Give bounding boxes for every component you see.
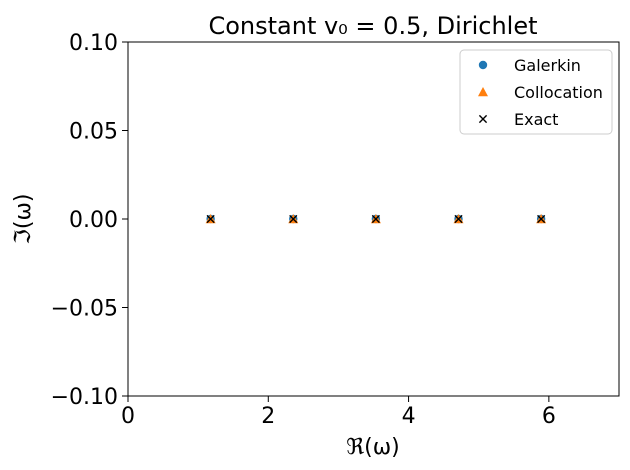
y-tick-label: −0.10 bbox=[51, 385, 118, 410]
y-axis: 0.10 0.05 0.00 −0.05 −0.10 bbox=[51, 31, 128, 410]
legend-label-exact: Exact bbox=[514, 110, 558, 129]
x-tick-label: 6 bbox=[542, 404, 556, 429]
x-tick-label: 4 bbox=[402, 404, 416, 429]
x-tick-label: 0 bbox=[121, 404, 135, 429]
y-tick-label: 0.10 bbox=[69, 31, 118, 56]
chart-title: Constant v₀ = 0.5, Dirichlet bbox=[208, 12, 537, 40]
legend: Galerkin Collocation Exact bbox=[460, 50, 612, 134]
y-tick-label: −0.05 bbox=[51, 297, 118, 322]
y-tick-label: 0.00 bbox=[69, 208, 118, 233]
x-tick-label: 2 bbox=[261, 404, 275, 429]
y-tick-label: 0.05 bbox=[69, 120, 118, 145]
legend-label-collocation: Collocation bbox=[514, 83, 603, 102]
legend-marker-galerkin bbox=[479, 61, 487, 69]
legend-label-galerkin: Galerkin bbox=[514, 56, 581, 75]
x-axis: 0 2 4 6 bbox=[121, 396, 556, 429]
x-axis-label: ℜ(ω) bbox=[346, 435, 400, 460]
y-axis-label: ℑ(ω) bbox=[11, 194, 36, 245]
